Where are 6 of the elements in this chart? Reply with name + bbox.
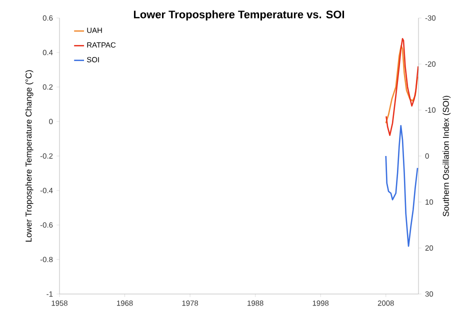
chart-title: Lower Troposphere Temperature vs. SOI: [134, 10, 344, 20]
y2-axis-title: Southern Oscillation Index (SOI): [442, 96, 451, 216]
line-series: [386, 38, 418, 136]
line-series: [385, 44, 418, 124]
line-series: [385, 124, 418, 247]
y-axis-title: Lower Troposphere Temperature Change (°C): [25, 70, 34, 242]
